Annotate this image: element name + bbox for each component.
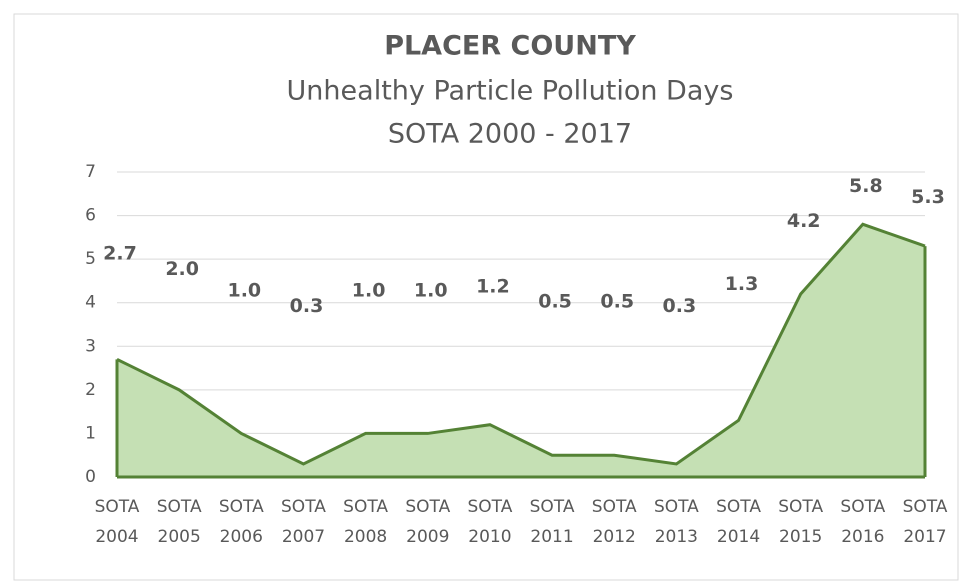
y-tick-label: 7 (85, 162, 96, 182)
y-tick-label: 0 (85, 467, 96, 487)
data-label: 1.3 (725, 273, 759, 295)
x-tick-label: SOTA 2005 (156, 497, 202, 547)
area-line (116, 222, 926, 466)
data-label: 0.3 (290, 295, 324, 317)
data-label: 2.0 (165, 258, 199, 280)
x-tick-label: SOTA 2004 (94, 497, 140, 547)
data-label: 1.0 (352, 280, 386, 302)
x-tick-label: SOTA 2010 (467, 497, 513, 547)
data-label: 0.3 (663, 295, 697, 317)
y-tick-label: 5 (85, 249, 96, 269)
x-tick-label: SOTA 2011 (529, 497, 575, 547)
x-tick-label: SOTA 2012 (591, 497, 637, 547)
x-tick-label: SOTA 2008 (343, 497, 389, 547)
x-tick-label: SOTA 2015 (778, 497, 824, 547)
data-label: 0.5 (600, 291, 634, 313)
y-tick-label: 1 (85, 423, 96, 443)
area-fill (117, 224, 925, 477)
data-label: 5.3 (911, 186, 945, 208)
x-tick-label: SOTA 2014 (716, 497, 761, 547)
chart-subtitle: SOTA 2000 - 2017 (388, 119, 632, 150)
x-tick-label: SOTA 2007 (281, 497, 326, 547)
y-tick-label: 6 (85, 206, 96, 226)
x-tick-label: SOTA 2006 (218, 497, 264, 547)
data-label: 4.2 (787, 210, 821, 232)
x-tick-label: SOTA 2016 (840, 497, 886, 547)
data-label: 2.7 (103, 243, 137, 265)
chart-subtitle: Unhealthy Particle Pollution Days (287, 76, 734, 107)
x-tick-label: SOTA 2009 (405, 497, 451, 547)
y-tick-label: 2 (85, 380, 96, 400)
chart-title: PLACER COUNTY (384, 31, 636, 62)
data-label: 1.0 (227, 280, 261, 302)
x-tick-label: SOTA 2013 (653, 497, 699, 547)
data-label: 5.8 (849, 175, 883, 197)
y-tick-label: 4 (85, 293, 96, 313)
x-tick-label: SOTA 2017 (902, 497, 948, 547)
data-label: 0.5 (538, 291, 572, 313)
y-tick-label: 3 (85, 336, 96, 356)
data-label: 1.0 (414, 280, 448, 302)
data-label: 1.2 (476, 275, 510, 297)
